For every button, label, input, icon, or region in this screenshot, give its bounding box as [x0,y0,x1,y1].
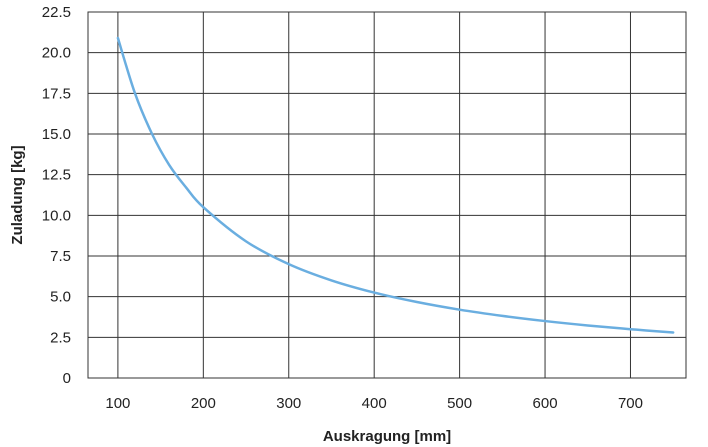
grid-lines [88,12,686,378]
y-tick-label: 20.0 [42,45,71,62]
y-axis-title: Zuladung [kg] [9,145,26,244]
x-tick-label: 200 [191,395,216,412]
x-axis-ticks: 100 200 300 400 500 600 700 [105,395,643,412]
x-tick-label: 700 [618,395,643,412]
y-axis-ticks: 0 2.5 5.0 7.5 10.0 12.5 15.0 17.5 20.0 22.5 [42,4,71,387]
y-tick-label: 17.5 [42,85,71,102]
y-tick-label: 15.0 [42,126,71,143]
x-tick-label: 600 [533,395,558,412]
x-axis-title: Auskragung [mm] [323,428,451,445]
y-tick-label: 5.0 [50,289,71,306]
y-tick-label: 7.5 [50,248,71,265]
y-tick-label: 10.0 [42,207,71,224]
x-tick-label: 100 [105,395,130,412]
x-tick-label: 300 [276,395,301,412]
y-tick-label: 2.5 [50,329,71,346]
series-line-0 [116,36,675,334]
series-layer [116,36,675,334]
x-tick-label: 400 [362,395,387,412]
x-tick-label: 500 [447,395,472,412]
plot-frame [87,11,687,379]
y-tick-label: 0 [63,370,71,387]
y-tick-label: 12.5 [42,167,71,184]
plot-border [87,11,687,379]
y-tick-label: 22.5 [42,4,71,21]
